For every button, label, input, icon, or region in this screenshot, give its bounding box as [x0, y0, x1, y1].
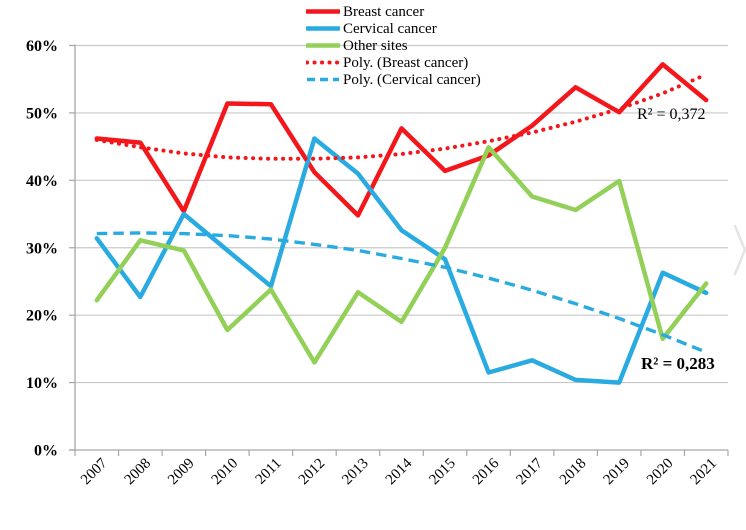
legend-item-breast-cancer: Breast cancer: [306, 3, 481, 20]
x-axis-label: 2009: [165, 456, 198, 489]
x-axis-label: 2007: [78, 455, 111, 488]
legend-item-poly-cervical-cancer: Poly. (Cervical cancer): [306, 71, 481, 88]
r2-label-breast-cancer: R² = 0,372: [637, 106, 706, 123]
legend-item-other-sites: Other sites: [306, 37, 481, 54]
x-axis-label: 2015: [426, 456, 459, 489]
y-axis-label: 20%: [26, 308, 58, 325]
x-axis-label: 2019: [600, 456, 633, 489]
x-axis-label: 2016: [470, 455, 503, 488]
legend-swatch-poly-cervical-cancer-icon: [307, 77, 339, 82]
trendline-poly-breast-cancer: [94, 72, 709, 161]
right-edge-artifact: [733, 224, 746, 276]
x-axis-label: 2018: [557, 456, 590, 489]
x-axis-label: 2017: [513, 455, 546, 488]
series-line-other-sites: [94, 145, 709, 365]
r2-label-cervical-cancer: R² = 0,283: [641, 354, 715, 373]
legend-item-poly-breast-cancer: Poly. (Breast cancer): [306, 54, 481, 71]
series-line-breast-cancer: [94, 62, 709, 218]
x-axis-label: 2020: [644, 456, 677, 489]
legend-label: Poly. (Cervical cancer): [343, 71, 481, 88]
x-axis-label: 2012: [296, 456, 329, 489]
x-axis-label: 2011: [253, 456, 285, 488]
legend-swatch-poly-breast-cancer-icon: [306, 60, 340, 65]
x-axis-label: 2010: [209, 456, 242, 489]
trendline-poly-cervical-cancer: [96, 231, 707, 354]
y-axis-label: 50%: [26, 105, 58, 122]
legend-label: Cervical cancer: [343, 20, 437, 37]
chart-legend: Breast cancer Cervical cancer Other sites P…: [306, 3, 481, 88]
y-axis-label: 30%: [26, 240, 58, 257]
legend-label: Breast cancer: [343, 3, 425, 20]
y-axis-label: 40%: [26, 173, 58, 190]
x-axis-label: 2021: [688, 456, 721, 489]
legend-swatch-breast-cancer-icon: [306, 9, 340, 14]
x-axis-label: 2008: [122, 456, 155, 489]
legend-swatch-other-sites-icon: [306, 43, 340, 48]
x-axis-label: 2014: [383, 455, 416, 488]
y-axis-label: 10%: [26, 375, 58, 392]
legend-swatch-cervical-cancer-icon: [306, 26, 340, 31]
legend-label: Poly. (Breast cancer): [343, 54, 469, 71]
legend-item-cervical-cancer: Cervical cancer: [306, 20, 481, 37]
legend-label: Other sites: [343, 37, 408, 54]
y-axis-label: 0%: [34, 443, 58, 460]
y-axis-label: 60%: [26, 38, 58, 55]
x-axis-label: 2013: [339, 456, 372, 489]
series-line-cervical-cancer: [94, 136, 709, 385]
